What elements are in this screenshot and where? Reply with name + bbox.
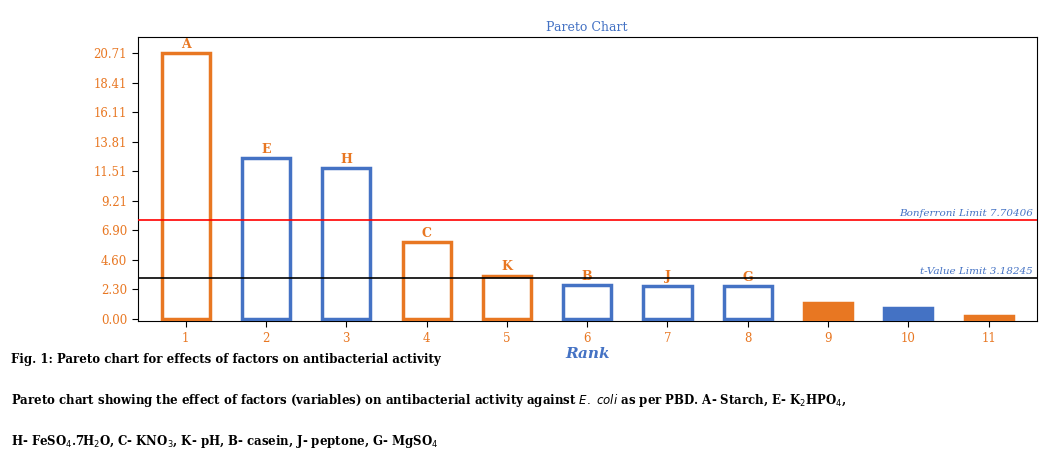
Bar <box>323 168 370 319</box>
Text: Pareto chart showing the effect of factors (variables) on antibacterial activity: Pareto chart showing the effect of facto… <box>11 392 846 409</box>
Text: Fig. 1: Pareto chart for effects of factors on antibacterial activity: Fig. 1: Pareto chart for effects of fact… <box>11 353 440 366</box>
Text: Bonferroni Limit 7.70406: Bonferroni Limit 7.70406 <box>899 209 1033 218</box>
Title: Pareto Chart: Pareto Chart <box>546 21 628 34</box>
Bar <box>482 276 531 319</box>
Text: J: J <box>664 270 671 283</box>
Bar <box>162 53 209 319</box>
Bar <box>242 158 290 319</box>
Bar <box>965 316 1013 319</box>
Text: K: K <box>501 261 512 274</box>
Bar <box>563 285 612 319</box>
Text: H- FeSO$_4$.7H$_2$O, C- KNO$_3$, K- pH, B- casein, J- peptone, G- MgSO$_4$: H- FeSO$_4$.7H$_2$O, C- KNO$_3$, K- pH, … <box>11 433 438 450</box>
Bar <box>884 308 932 319</box>
X-axis label: Rank: Rank <box>565 347 609 362</box>
Bar <box>643 285 692 319</box>
Bar <box>724 286 772 319</box>
Text: C: C <box>421 227 432 240</box>
Text: A: A <box>181 38 190 51</box>
Text: H: H <box>341 153 352 166</box>
Bar <box>804 303 852 319</box>
Text: G: G <box>743 271 753 284</box>
Text: E: E <box>261 143 271 156</box>
Text: t-Value Limit 3.18245: t-Value Limit 3.18245 <box>920 268 1033 276</box>
Text: B: B <box>582 270 592 283</box>
Bar <box>402 242 451 319</box>
